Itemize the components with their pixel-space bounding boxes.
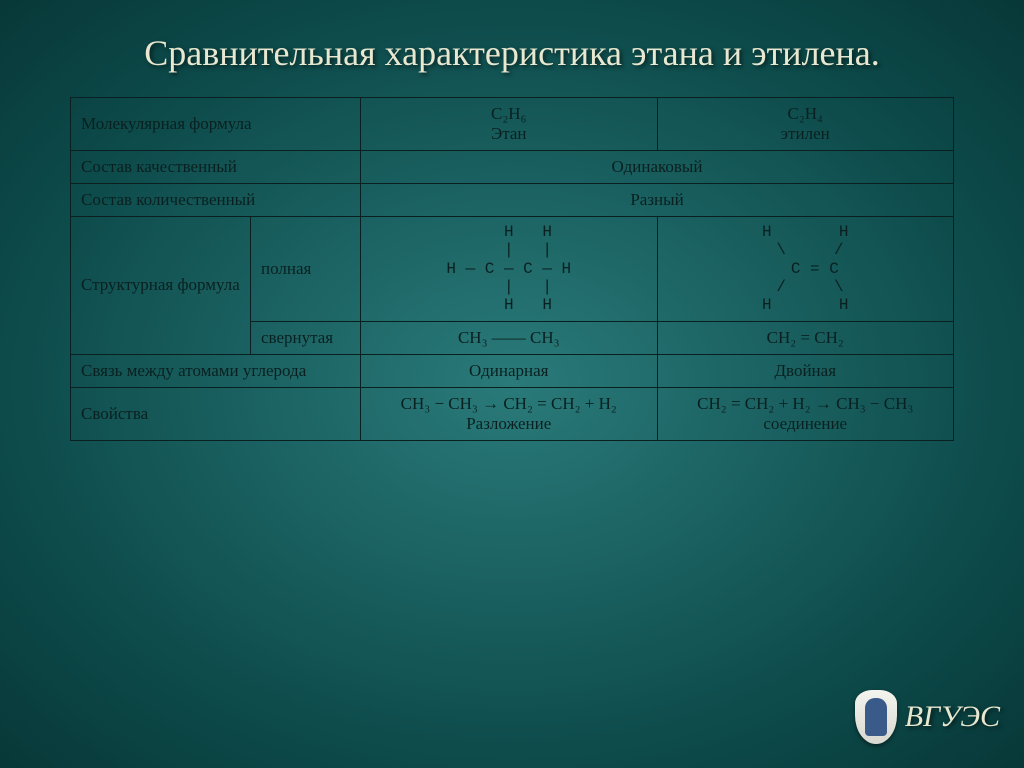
page-title: Сравнительная характеристика этана и эти… xyxy=(0,0,1024,97)
cell-qual: Одинаковый xyxy=(361,150,954,183)
row-label-qual: Состав качественный xyxy=(71,150,361,183)
sublabel-full: полная xyxy=(251,216,361,321)
cell-ethylene-full: H H \ / C = C / \ H H xyxy=(657,216,954,321)
table-row: Структурная формула полная H H | | H — C… xyxy=(71,216,954,321)
cell-bond-ethane: Одинарная xyxy=(361,354,658,387)
row-label-struct: Структурная формула xyxy=(71,216,251,354)
row-label-molecular: Молекулярная формула xyxy=(71,97,361,150)
cell-ethylene-formula: C₂H₄ этилен xyxy=(657,97,954,150)
cell-ethane-formula: C₂H₆ Этан xyxy=(361,97,658,150)
sublabel-short: свернутая xyxy=(251,321,361,354)
logo-shield-icon xyxy=(855,690,897,744)
table-row: Состав качественный Одинаковый xyxy=(71,150,954,183)
logo: ВГУЭС xyxy=(855,690,1000,744)
comparison-table: Молекулярная формула C₂H₆ Этан C₂H₄ этил… xyxy=(70,97,954,441)
logo-figure-icon xyxy=(865,698,887,736)
cell-props-ethane: CH₃ − CH₃ → CH₂ = CH₂ + H₂ Разложение xyxy=(361,387,658,440)
logo-text: ВГУЭС xyxy=(905,700,1000,734)
cell-bond-ethylene: Двойная xyxy=(657,354,954,387)
row-label-quant: Состав количественный xyxy=(71,183,361,216)
cell-props-ethylene: CH₂ = CH₂ + H₂ → CH₃ − CH₃ соединение xyxy=(657,387,954,440)
cell-quant: Разный xyxy=(361,183,954,216)
cell-ethane-short: CH₃ —— CH₃ xyxy=(361,321,658,354)
cell-ethylene-short: CH₂ = CH₂ xyxy=(657,321,954,354)
row-label-bond: Связь между атомами углерода xyxy=(71,354,361,387)
cell-ethane-full: H H | | H — C — C — H | | H H xyxy=(361,216,658,321)
table-row: Состав количественный Разный xyxy=(71,183,954,216)
table-row: Свойства CH₃ − CH₃ → CH₂ = CH₂ + H₂ Разл… xyxy=(71,387,954,440)
table-row: Связь между атомами углерода Одинарная Д… xyxy=(71,354,954,387)
table-row: Молекулярная формула C₂H₆ Этан C₂H₄ этил… xyxy=(71,97,954,150)
row-label-props: Свойства xyxy=(71,387,361,440)
comparison-table-wrap: Молекулярная формула C₂H₆ Этан C₂H₄ этил… xyxy=(0,97,1024,441)
